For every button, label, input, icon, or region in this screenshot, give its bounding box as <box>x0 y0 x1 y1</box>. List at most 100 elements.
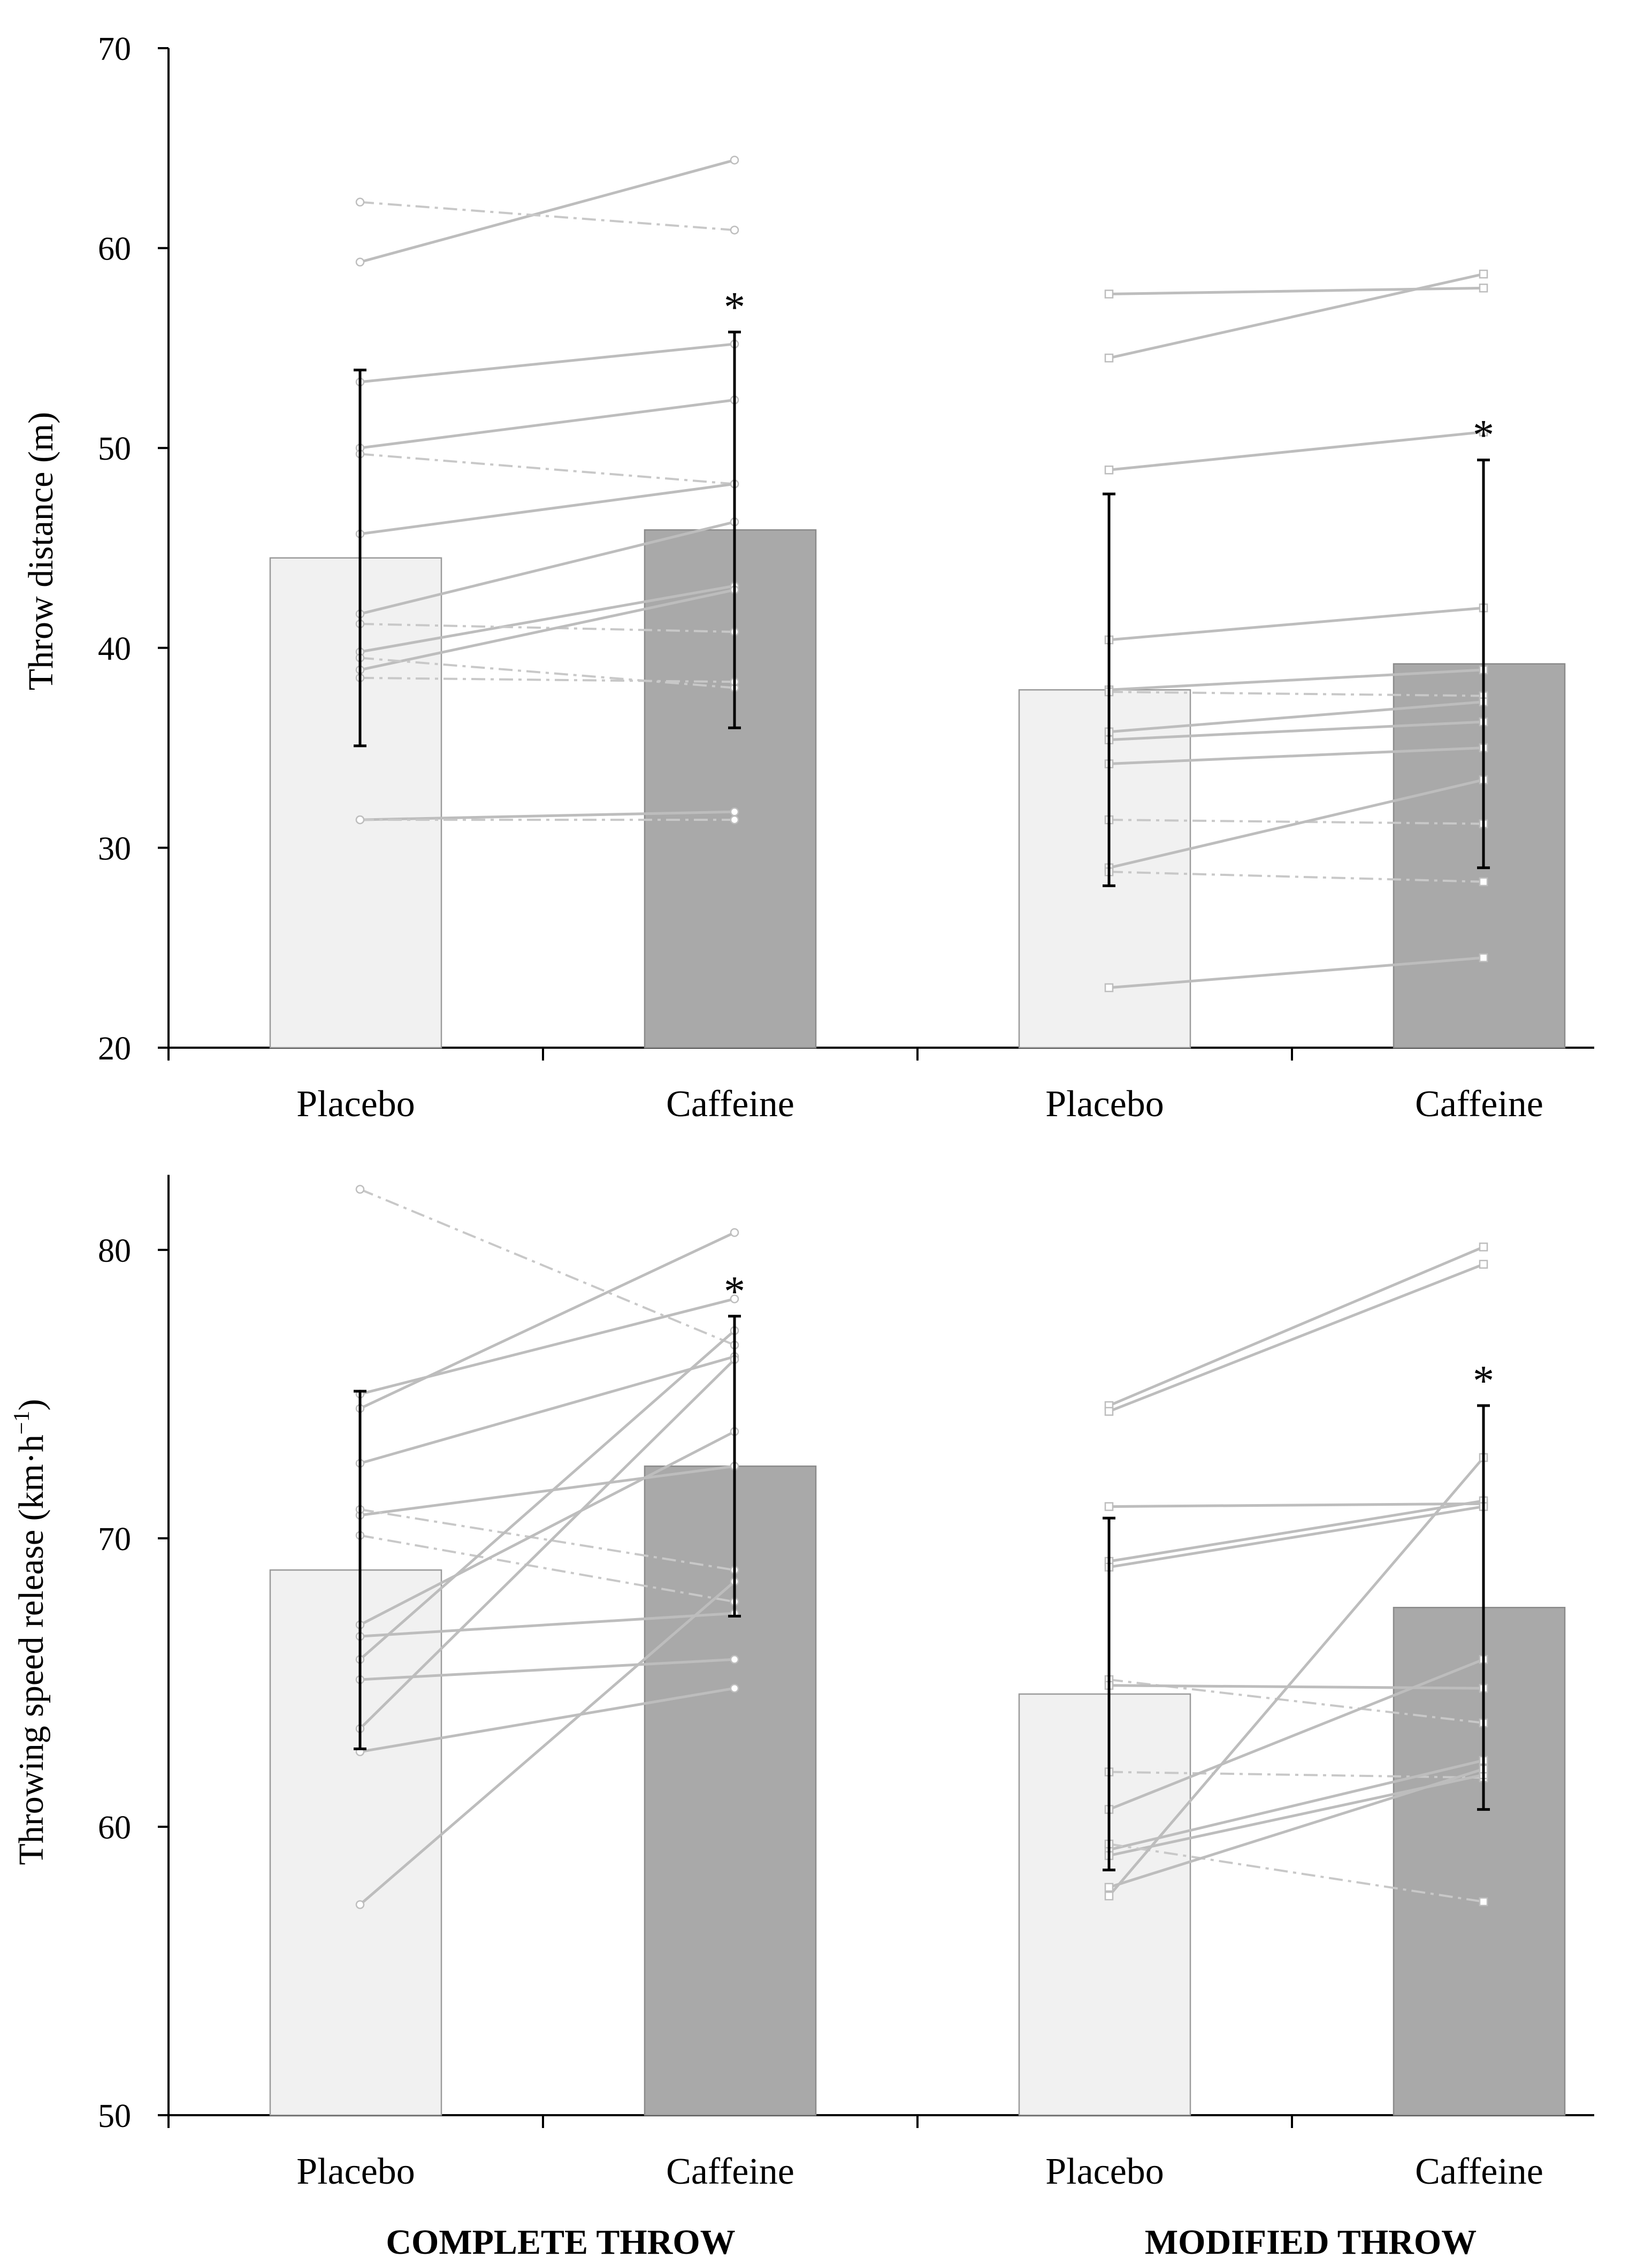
top-complete-subject-line <box>360 399 735 449</box>
top-modified-subject-point <box>1104 466 1114 475</box>
bot-ytick-label: 50 <box>98 2098 131 2134</box>
top-complete-subject-line <box>360 482 735 536</box>
bot-complete-subject-point <box>730 1294 739 1303</box>
top-modified-subject-line <box>1108 700 1484 734</box>
bot-modified-subject-line <box>1108 1499 1484 1563</box>
bot-complete-subject-point <box>355 1185 365 1194</box>
top-modified-subject-line <box>1108 956 1484 989</box>
bot-complete-subject-point <box>730 1228 739 1237</box>
bot-modified-subject-point <box>1104 1892 1114 1901</box>
throwing-speed-axes: 50 60 70 80 Placebo Caffeine Placebo Caffeine <box>98 1175 1594 2192</box>
bot-complete-subject-line <box>359 1358 736 1730</box>
top-xtick-label-caffeine: Caffeine <box>666 1084 794 1125</box>
throw-distance-panel: 20 30 40 50 60 70 Placebo Caffeine Placebo Caffei… <box>21 31 1594 1125</box>
group-title-complete-throw: COMPLETE THROW <box>386 2223 735 2262</box>
top-ytick-label: 20 <box>98 1031 131 1067</box>
bot-complete-subject-line <box>360 1298 735 1395</box>
bot-modified-subject-point <box>1104 1502 1114 1511</box>
throwing-speed-error-bars <box>354 1315 1490 1872</box>
top-complete-subject-line <box>360 158 735 264</box>
top-complete-subject-line <box>360 342 735 384</box>
top-xtick-label-caffeine: Caffeine <box>1415 1084 1543 1125</box>
bot-complete-subject-point <box>355 1900 365 1909</box>
bot-modified-subject-point <box>1104 1407 1114 1416</box>
bot-ytick-label: 70 <box>98 1521 131 1558</box>
top-bar-placebo <box>269 557 442 1049</box>
bot-modified-subject-line <box>1108 1843 1484 1903</box>
bot-xtick-label-placebo: Placebo <box>296 2151 415 2192</box>
top-bar-caffeine <box>1393 663 1566 1049</box>
throw-distance-axes: 20 30 40 50 60 70 Placebo Caffeine Placebo Caffei… <box>98 31 1594 1125</box>
bot-xtick-label-caffeine: Caffeine <box>666 2151 794 2192</box>
throw-distance-axis-title: Throw distance (m) <box>21 412 60 691</box>
throwing-speed-axis-title-end: ) <box>12 1399 51 1410</box>
top-complete-subject-line <box>360 676 735 683</box>
top-complete-subject-line <box>360 201 735 231</box>
bot-modified-subject-line <box>1108 1246 1484 1407</box>
bot-modified-subject-line <box>1108 1767 1484 1889</box>
top-ytick-label: 30 <box>98 830 131 867</box>
top-modified-subject-line <box>1108 272 1484 360</box>
top-modified-subject-line <box>1108 668 1484 691</box>
bot-modified-subject-line <box>1108 1684 1484 1690</box>
top-modified-subject-point <box>1479 877 1488 887</box>
top-modified-subject-line <box>1108 606 1484 642</box>
top-bar-caffeine <box>644 529 817 1049</box>
bot-complete-subject-line <box>360 1508 735 1572</box>
throw-distance-significance: ** <box>724 284 1494 459</box>
top-modified-subject-point <box>1104 353 1114 363</box>
bot-significance-star: * <box>1473 1358 1494 1405</box>
top-modified-subject-line <box>1108 720 1484 742</box>
top-complete-subject-point <box>355 257 365 267</box>
bot-ytick-label: 60 <box>98 1810 131 1846</box>
throwing-speed-significance: ** <box>724 1268 1494 1405</box>
throw-distance-bars <box>269 529 1566 1049</box>
top-complete-subject-point <box>730 155 739 165</box>
bot-bar-placebo <box>1018 1693 1191 2116</box>
throw-distance-individual-lines <box>355 155 1488 993</box>
top-ytick-label: 60 <box>98 231 131 268</box>
top-xtick-label-placebo: Placebo <box>1045 1084 1164 1125</box>
top-ytick-label: 50 <box>98 431 131 467</box>
top-modified-subject-point <box>1479 953 1488 963</box>
throwing-speed-individual-lines <box>355 1185 1488 1909</box>
top-complete-subject-line <box>360 453 735 485</box>
top-modified-subject-point <box>1104 983 1114 993</box>
bot-modified-subject-line <box>1108 1658 1484 1811</box>
top-modified-subject-point <box>1479 284 1488 293</box>
bot-complete-subject-line <box>360 1658 735 1681</box>
bot-complete-subject-line <box>360 1465 735 1517</box>
top-complete-subject-point <box>355 197 365 207</box>
bot-modified-subject-line <box>1108 1771 1484 1779</box>
bot-xtick-label-caffeine: Caffeine <box>1415 2151 1543 2192</box>
bot-modified-subject-point <box>1104 1882 1114 1892</box>
bot-complete-subject-point <box>730 1683 739 1693</box>
top-significance-star: * <box>724 284 745 331</box>
throwing-speed-panel: 50 60 70 80 Placebo Caffeine Placebo Caffeine *… <box>10 1175 1594 2192</box>
top-significance-star: * <box>1473 412 1494 459</box>
bot-complete-subject-line <box>360 1534 735 1603</box>
bot-complete-subject-line <box>359 1430 736 1626</box>
top-modified-subject-point <box>1104 289 1114 299</box>
bot-complete-subject-point <box>730 1655 739 1664</box>
top-complete-subject-line <box>360 657 735 689</box>
top-complete-subject-line <box>360 584 735 653</box>
bot-bar-placebo <box>269 1569 442 2116</box>
bot-complete-subject-line <box>360 1612 735 1638</box>
bot-ytick-label: 80 <box>98 1233 131 1269</box>
throwing-speed-bars <box>269 1465 1566 2116</box>
bot-bar-caffeine <box>644 1465 817 2116</box>
bot-complete-subject-line <box>360 1687 735 1753</box>
top-modified-subject-line <box>1108 746 1484 765</box>
bot-xtick-label-placebo: Placebo <box>1045 2151 1164 2192</box>
bot-complete-subject-line <box>359 1580 736 1906</box>
bot-significance-star: * <box>724 1268 745 1315</box>
group-title-modified-throw: MODIFIED THROW <box>1145 2223 1477 2262</box>
bot-modified-subject-line <box>1108 1502 1484 1508</box>
top-xtick-label-placebo: Placebo <box>296 1084 415 1125</box>
top-ytick-label: 70 <box>98 31 131 67</box>
bot-modified-subject-line <box>1108 1505 1484 1569</box>
bot-bar-caffeine <box>1393 1607 1566 2116</box>
top-complete-subject-line <box>360 589 735 672</box>
